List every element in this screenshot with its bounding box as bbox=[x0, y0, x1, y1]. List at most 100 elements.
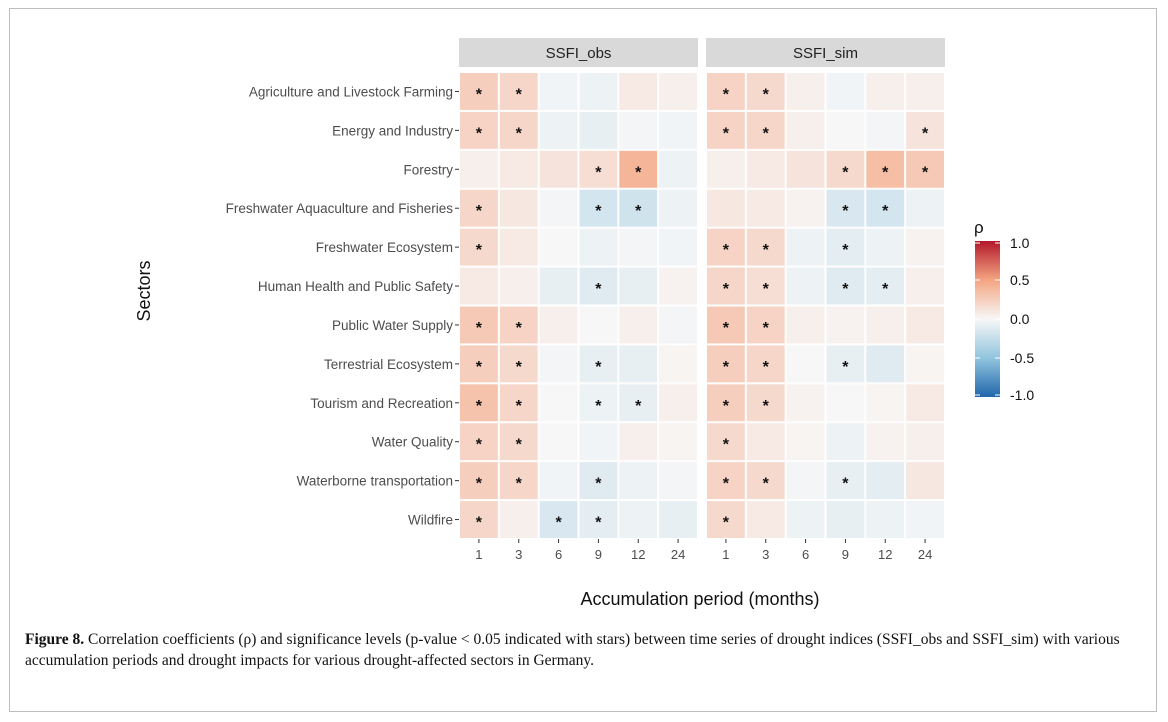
heatmap-cell bbox=[658, 266, 699, 306]
heatmap-cell bbox=[865, 500, 906, 540]
significance-star: * bbox=[595, 398, 602, 415]
heatmap-cell bbox=[905, 422, 946, 462]
significance-star: * bbox=[635, 164, 642, 181]
heatmap-cell bbox=[658, 72, 699, 111]
heatmap-cell bbox=[459, 110, 499, 150]
heatmap-cell bbox=[865, 188, 906, 228]
heatmap-cell bbox=[459, 188, 499, 228]
significance-star: * bbox=[516, 437, 523, 454]
y-tick-label: Wildfire bbox=[408, 513, 453, 528]
heatmap-cell bbox=[618, 72, 659, 111]
significance-star: * bbox=[595, 203, 602, 220]
heatmap-cell bbox=[578, 188, 619, 228]
heatmap-cell bbox=[618, 110, 659, 150]
heatmap-cell bbox=[618, 266, 659, 306]
heatmap-cell bbox=[745, 500, 786, 540]
heatmap-cell bbox=[658, 500, 699, 540]
significance-star: * bbox=[723, 125, 730, 142]
legend-tick-label: 1.0 bbox=[1010, 235, 1030, 251]
significance-star: * bbox=[723, 437, 730, 454]
heatmap-cell bbox=[658, 227, 699, 267]
heatmap-cell bbox=[785, 344, 826, 384]
heatmap-cell bbox=[498, 305, 539, 345]
y-tick-label: Energy and Industry bbox=[332, 123, 453, 138]
significance-star: * bbox=[842, 476, 849, 493]
significance-star: * bbox=[723, 476, 730, 493]
y-tick-label: Tourism and Recreation bbox=[310, 396, 453, 411]
significance-star: * bbox=[595, 515, 602, 532]
significance-star: * bbox=[476, 476, 483, 493]
caption-label: Figure 8. bbox=[25, 631, 85, 648]
heatmap-cell bbox=[618, 344, 659, 384]
heatmap-cell bbox=[498, 422, 539, 462]
heatmap-cell bbox=[905, 344, 946, 384]
y-axis-title: Sectors bbox=[134, 260, 154, 321]
significance-star: * bbox=[516, 86, 523, 103]
heatmap-cell bbox=[459, 500, 499, 540]
significance-star: * bbox=[882, 281, 889, 298]
heatmap-cell bbox=[459, 149, 499, 189]
heatmap-cell bbox=[658, 110, 699, 150]
heatmap-cell bbox=[498, 110, 539, 150]
heatmap-cell bbox=[618, 305, 659, 345]
heatmap-chart: SSFI_obs* ** ** ** * **** ** * ** * * ** ** * ** * *SSFI… bbox=[134, 38, 1034, 609]
heatmap-cell bbox=[578, 110, 619, 150]
significance-star: * bbox=[842, 164, 849, 181]
heatmap-cell bbox=[658, 383, 699, 423]
heatmap-cell bbox=[578, 461, 619, 501]
heatmap-cell bbox=[459, 344, 499, 384]
significance-star: * bbox=[476, 359, 483, 376]
significance-star: * bbox=[763, 242, 770, 259]
y-tick-label: Public Water Supply bbox=[332, 318, 453, 333]
legend-tick-label: 0.5 bbox=[1010, 272, 1030, 288]
heatmap-cell bbox=[538, 500, 579, 540]
heatmap-cell bbox=[578, 266, 619, 306]
significance-star: * bbox=[516, 476, 523, 493]
heatmap-cell bbox=[618, 188, 659, 228]
heatmap-cell bbox=[745, 383, 786, 423]
significance-star: * bbox=[476, 398, 483, 415]
heatmap-cell bbox=[706, 227, 746, 267]
heatmap-cell bbox=[785, 72, 826, 111]
heatmap-cell bbox=[865, 227, 906, 267]
heatmap-cell bbox=[905, 72, 946, 111]
panel-title: SSFI_sim bbox=[793, 45, 858, 62]
x-axis-title: Accumulation period (months) bbox=[580, 589, 819, 609]
heatmap-cell bbox=[905, 227, 946, 267]
heatmap-cell bbox=[658, 188, 699, 228]
heatmap-cell bbox=[459, 227, 499, 267]
significance-star: * bbox=[595, 476, 602, 493]
heatmap-cell bbox=[538, 422, 579, 462]
heatmap-cell bbox=[865, 149, 906, 189]
heatmap-cell bbox=[706, 422, 746, 462]
x-tick-label: 3 bbox=[762, 547, 769, 562]
heatmap-cell bbox=[578, 422, 619, 462]
caption-text: Correlation coefficients (ρ) and signifi… bbox=[25, 631, 1120, 669]
heatmap-cell bbox=[785, 266, 826, 306]
heatmap-cell bbox=[825, 72, 866, 111]
heatmap-cell bbox=[538, 383, 579, 423]
heatmap-cell bbox=[578, 383, 619, 423]
heatmap-cell bbox=[905, 461, 946, 501]
heatmap-cell bbox=[459, 383, 499, 423]
heatmap-cell bbox=[745, 344, 786, 384]
y-tick-label: Freshwater Aquaculture and Fisheries bbox=[226, 201, 454, 216]
significance-star: * bbox=[476, 242, 483, 259]
significance-star: * bbox=[723, 515, 730, 532]
significance-star: * bbox=[723, 242, 730, 259]
heatmap-cell bbox=[459, 266, 499, 306]
heatmap-cell bbox=[865, 110, 906, 150]
significance-star: * bbox=[723, 320, 730, 337]
heatmap-cell bbox=[618, 422, 659, 462]
significance-star: * bbox=[763, 359, 770, 376]
significance-star: * bbox=[842, 281, 849, 298]
panel-SSFI_obs: SSFI_obs * * * * * * * * * * * * * * * * * * * * * * * * * * * * bbox=[459, 38, 699, 540]
heatmap-cell bbox=[905, 188, 946, 228]
significance-star: * bbox=[476, 437, 483, 454]
significance-star: * bbox=[516, 320, 523, 337]
heatmap-cell bbox=[459, 422, 499, 462]
legend-title: ρ bbox=[974, 218, 984, 237]
significance-star: * bbox=[922, 125, 929, 142]
heatmap-cell bbox=[498, 461, 539, 501]
y-tick-label: Water Quality bbox=[372, 435, 454, 450]
